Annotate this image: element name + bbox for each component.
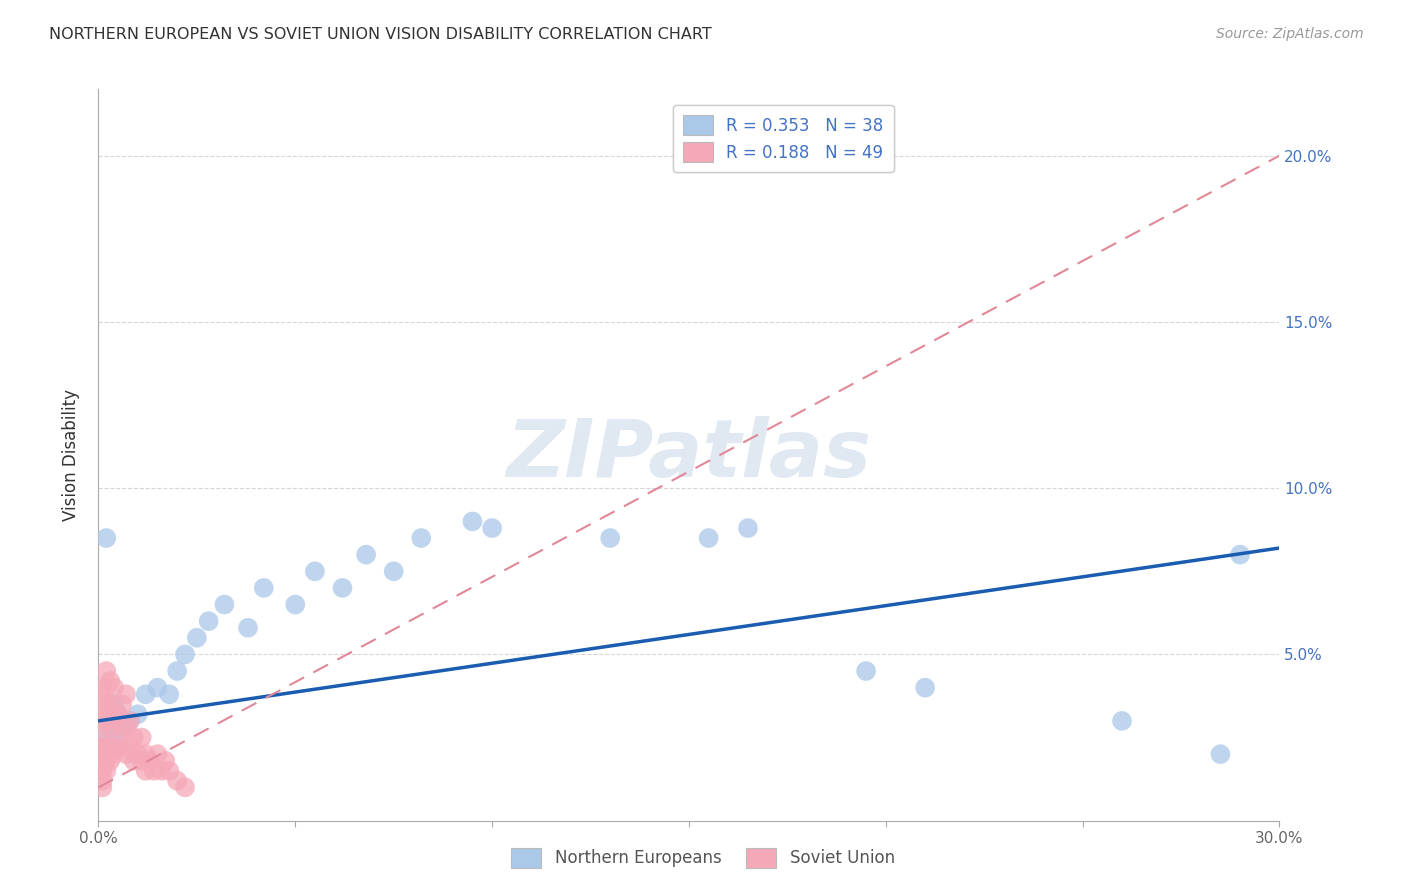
Point	[91, 698, 114, 712]
Text: ZIPatlas: ZIPatlas	[506, 416, 872, 494]
Point	[96, 714, 118, 728]
Point	[197, 614, 219, 628]
Point	[91, 780, 114, 795]
Point	[107, 721, 129, 735]
Point	[115, 747, 138, 761]
Point	[914, 681, 936, 695]
Point	[91, 747, 114, 761]
Point	[98, 698, 121, 712]
Point	[96, 681, 118, 695]
Legend: Northern Europeans, Soviet Union: Northern Europeans, Soviet Union	[505, 841, 901, 875]
Point	[138, 754, 160, 768]
Point	[382, 564, 405, 578]
Point	[96, 764, 118, 778]
Point	[96, 740, 118, 755]
Point	[98, 714, 121, 728]
Point	[91, 773, 114, 788]
Point	[103, 681, 125, 695]
Point	[236, 621, 259, 635]
Point	[1209, 747, 1232, 761]
Point	[150, 764, 173, 778]
Point	[135, 687, 157, 701]
Point	[697, 531, 720, 545]
Point	[103, 698, 125, 712]
Point	[115, 721, 138, 735]
Point	[91, 714, 114, 728]
Point	[174, 780, 197, 795]
Text: NORTHERN EUROPEAN VS SOVIET UNION VISION DISABILITY CORRELATION CHART: NORTHERN EUROPEAN VS SOVIET UNION VISION…	[49, 27, 711, 42]
Point	[107, 740, 129, 755]
Point	[157, 764, 180, 778]
Point	[91, 731, 114, 745]
Point	[146, 747, 169, 761]
Point	[91, 754, 114, 768]
Text: Source: ZipAtlas.com: Source: ZipAtlas.com	[1216, 27, 1364, 41]
Point	[98, 721, 121, 735]
Point	[115, 687, 138, 701]
Point	[111, 698, 134, 712]
Point	[135, 747, 157, 761]
Point	[91, 764, 114, 778]
Point	[103, 747, 125, 761]
Point	[98, 673, 121, 688]
Point	[166, 664, 188, 678]
Point	[103, 714, 125, 728]
Point	[1111, 714, 1133, 728]
Point	[855, 664, 877, 678]
Point	[111, 714, 134, 728]
Legend: R = 0.353   N = 38, R = 0.188   N = 49: R = 0.353 N = 38, R = 0.188 N = 49	[673, 105, 894, 172]
Point	[166, 773, 188, 788]
Point	[98, 740, 121, 755]
Point	[304, 564, 326, 578]
Point	[122, 754, 145, 768]
Point	[96, 698, 118, 712]
Point	[155, 754, 177, 768]
Point	[103, 731, 125, 745]
Point	[111, 731, 134, 745]
Point	[96, 731, 118, 745]
Point	[332, 581, 354, 595]
Point	[118, 714, 141, 728]
Point	[461, 515, 484, 529]
Point	[118, 740, 141, 755]
Point	[481, 521, 503, 535]
Point	[157, 687, 180, 701]
Point	[96, 664, 118, 678]
Point	[1229, 548, 1251, 562]
Point	[253, 581, 276, 595]
Point	[142, 764, 165, 778]
Point	[91, 747, 114, 761]
Point	[131, 754, 153, 768]
Point	[135, 764, 157, 778]
Point	[186, 631, 208, 645]
Point	[174, 648, 197, 662]
Point	[284, 598, 307, 612]
Point	[737, 521, 759, 535]
Point	[122, 731, 145, 745]
Y-axis label: Vision Disability: Vision Disability	[62, 389, 80, 521]
Point	[599, 531, 621, 545]
Point	[214, 598, 236, 612]
Point	[96, 531, 118, 545]
Point	[98, 740, 121, 755]
Point	[118, 714, 141, 728]
Point	[91, 740, 114, 755]
Point	[131, 731, 153, 745]
Point	[354, 548, 377, 562]
Point	[146, 681, 169, 695]
Point	[96, 754, 118, 768]
Point	[411, 531, 433, 545]
Point	[107, 707, 129, 722]
Point	[127, 747, 149, 761]
Point	[98, 754, 121, 768]
Point	[107, 707, 129, 722]
Point	[91, 681, 114, 695]
Point	[127, 707, 149, 722]
